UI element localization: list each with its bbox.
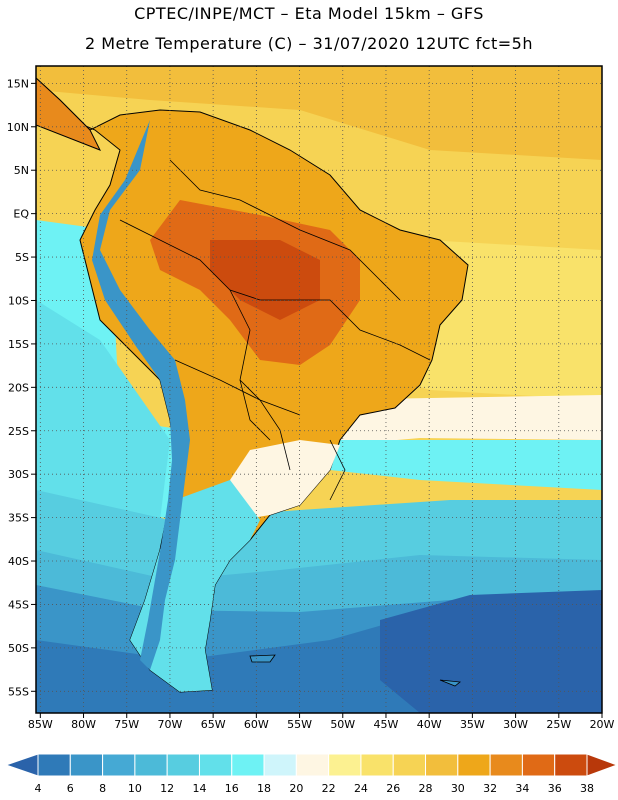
caribbean-warm-band	[36, 66, 602, 160]
lon-tick-label: 60W	[244, 718, 269, 731]
colorbar-label: 14	[192, 782, 206, 795]
lat-tick-label: 15S	[8, 338, 29, 351]
colorbar-label: 20	[289, 782, 303, 795]
lat-tick-label: 25S	[8, 425, 29, 438]
lat-tick-label: 45S	[8, 598, 29, 611]
lat-tick-label: 40S	[8, 555, 29, 568]
patagonia-cool-land	[130, 480, 260, 692]
colorbar-label: 38	[580, 782, 594, 795]
lat-tick-label: 35S	[8, 512, 29, 525]
lon-tick-label: 20W	[590, 718, 615, 731]
lon-tick-label: 40W	[417, 718, 442, 731]
colorbar-label: 22	[322, 782, 336, 795]
colorbar-max-arrow	[586, 753, 618, 777]
lat-tick-label: 55S	[8, 685, 29, 698]
colorbar-label: 36	[548, 782, 562, 795]
lat-tick-label: 10N	[7, 121, 29, 134]
south-georgia	[439, 679, 462, 687]
lon-tick-label: 80W	[71, 718, 96, 731]
colorbar-label: 26	[386, 782, 400, 795]
colorbar-swatch	[295, 753, 330, 777]
country-borders	[119, 159, 431, 501]
colorbar-label: 34	[515, 782, 529, 795]
lat-tick-label: 50S	[8, 642, 29, 655]
colorbar-label: 16	[225, 782, 239, 795]
colorbar-swatch	[102, 753, 136, 777]
southern-cold-core	[380, 590, 602, 713]
colorbar-label: 4	[35, 782, 42, 795]
colorbar-swatch	[392, 753, 427, 777]
colorbar-label: 24	[354, 782, 368, 795]
colorbar-swatch	[328, 753, 362, 777]
map-frame	[35, 65, 603, 714]
lat-tick-label: 30S	[8, 468, 29, 481]
colorbar-label: 8	[99, 782, 106, 795]
map-field	[36, 66, 602, 713]
lat-tick-label: EQ	[13, 208, 29, 221]
latitude-axis: 15N 10N 5N EQ 5S 10S 15S 20S 25S 30S 35S 40S 45S 50S 5…	[7, 77, 36, 698]
colorbar-min-arrow	[4, 753, 39, 777]
lon-tick-label: 55W	[287, 718, 312, 731]
colorbar-swatch	[69, 753, 104, 777]
colorbar-swatch	[231, 753, 265, 777]
lon-tick-label: 25W	[546, 718, 571, 731]
lat-tick-label: 20S	[8, 381, 29, 394]
colorbar-label: 12	[160, 782, 174, 795]
lon-tick-label: 70W	[158, 718, 183, 731]
colorbar-label: 6	[67, 782, 74, 795]
colorbar-swatch	[134, 753, 168, 777]
lon-tick-label: 35W	[460, 718, 485, 731]
lat-tick-label: 10S	[8, 294, 29, 307]
colorbar-label: 30	[451, 782, 465, 795]
colorbar-swatch	[457, 753, 491, 777]
map-subtitle: 2 Metre Temperature (C) – 31/07/2020 12U…	[84, 34, 533, 53]
colorbar-swatch	[489, 753, 523, 777]
lon-tick-label: 30W	[503, 718, 528, 731]
lat-tick-label: 5N	[14, 164, 29, 177]
lon-tick-label: 50W	[330, 718, 355, 731]
colorbar-swatch	[37, 753, 71, 777]
temperature-colorbar: 4 6 8 10 12 14 16 18 20 22 24 26 28 30 32 34 36 38	[4, 753, 618, 795]
central-america	[36, 77, 102, 151]
colorbar-swatch	[521, 753, 556, 777]
colorbar-swatch	[263, 753, 297, 777]
lat-tick-label: 5S	[15, 251, 29, 264]
colorbar-label: 28	[419, 782, 433, 795]
longitude-axis: 85W 80W 75W 70W 65W 60W 55W 50W 45W 40W 35W 30W 25W 2…	[28, 713, 615, 731]
pampas-mild-region	[230, 440, 340, 520]
colorbar-swatch	[166, 753, 200, 777]
colorbar-label: 32	[483, 782, 497, 795]
falkland-islands	[249, 654, 276, 663]
colorbar-swatch	[360, 753, 394, 777]
lon-tick-label: 75W	[114, 718, 139, 731]
colorbar-swatch	[554, 753, 588, 777]
colorbar-label: 10	[128, 782, 142, 795]
lat-tick-label: 15N	[7, 77, 29, 90]
andes-cold-stripe	[92, 120, 190, 670]
lon-tick-label: 65W	[201, 718, 226, 731]
colorbar-swatch	[425, 753, 459, 777]
pacific-cool-band-2	[36, 300, 170, 520]
colorbar-label: 18	[257, 782, 271, 795]
colorbar-swatch	[198, 753, 233, 777]
lon-tick-label: 45W	[374, 718, 399, 731]
map-title: CPTEC/INPE/MCT – Eta Model 15km – GFS	[134, 4, 484, 23]
lon-tick-label: 85W	[28, 718, 53, 731]
